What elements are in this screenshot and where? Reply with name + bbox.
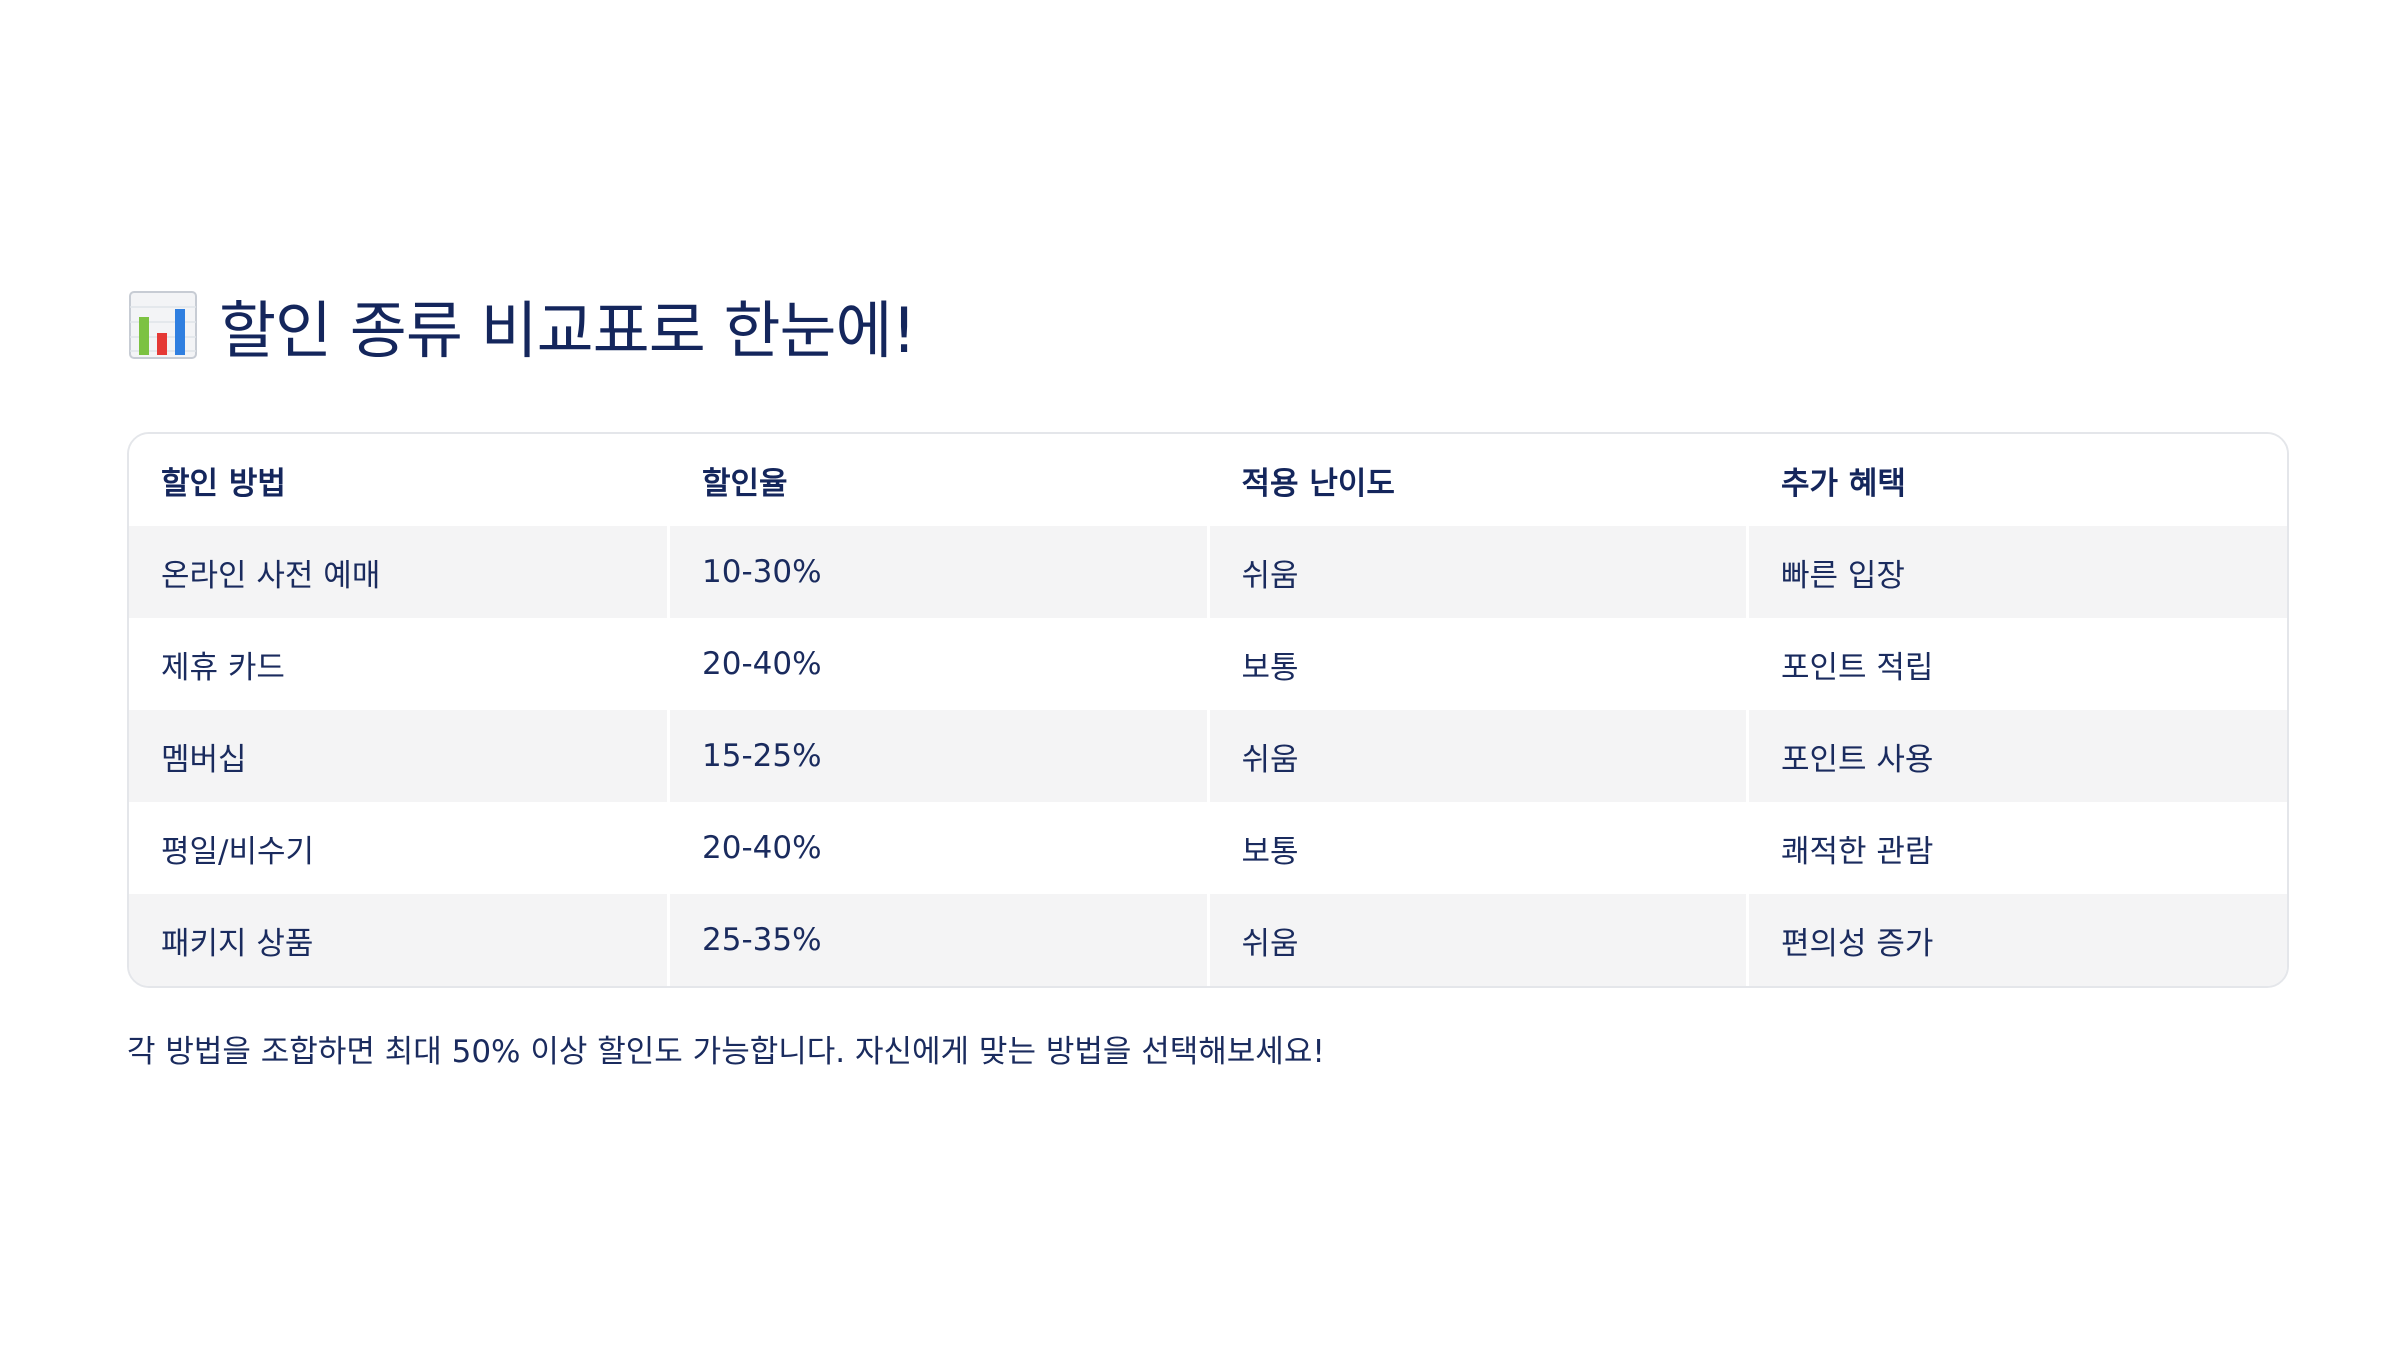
cell-difficulty: 보통: [1206, 802, 1748, 894]
table-row: 패키지 상품 25-35% 쉬움 편의성 증가: [129, 894, 2287, 986]
cell-benefit: 포인트 사용: [1746, 710, 2287, 802]
page-title: 할인 종류 비교표로 한눈에!: [127, 280, 2287, 370]
cell-rate: 15-25%: [667, 710, 1208, 802]
footnote: 각 방법을 조합하면 최대 50% 이상 할인도 가능합니다. 자신에게 맞는 …: [127, 1034, 1325, 1070]
cell-method: 평일/비수기: [129, 802, 669, 894]
table-row: 멤버십 15-25% 쉬움 포인트 사용: [129, 710, 2287, 802]
cell-benefit: 포인트 적립: [1746, 618, 2287, 710]
cell-method: 패키지 상품: [129, 894, 669, 986]
cell-difficulty: 보통: [1206, 618, 1748, 710]
cell-rate: 20-40%: [667, 618, 1208, 710]
table-row: 제휴 카드 20-40% 보통 포인트 적립: [129, 618, 2287, 710]
header-difficulty: 적용 난이도: [1206, 434, 1748, 526]
table-row: 평일/비수기 20-40% 보통 쾌적한 관람: [129, 802, 2287, 894]
cell-difficulty: 쉬움: [1206, 526, 1748, 618]
page-title-text: 할인 종류 비교표로 한눈에!: [219, 294, 916, 367]
header-benefit: 추가 혜택: [1746, 434, 2287, 526]
comparison-table: 할인 방법 할인율 적용 난이도 추가 혜택 온라인 사전 예매 10-30% …: [127, 432, 2289, 988]
slide: 할인 종류 비교표로 한눈에! 할인 방법 할인율 적용 난이도 추가 혜택 온…: [127, 280, 2289, 1071]
cell-rate: 25-35%: [667, 894, 1208, 986]
cell-rate: 20-40%: [667, 802, 1208, 894]
cell-difficulty: 쉬움: [1206, 894, 1748, 986]
header-rate: 할인율: [667, 434, 1208, 526]
bar-chart-icon: [129, 291, 197, 359]
cell-method: 온라인 사전 예매: [129, 526, 669, 618]
cell-rate: 10-30%: [667, 526, 1208, 618]
cell-benefit: 빠른 입장: [1746, 526, 2287, 618]
header-method: 할인 방법: [129, 434, 669, 526]
cell-benefit: 편의성 증가: [1746, 894, 2287, 986]
cell-method: 멤버십: [129, 710, 669, 802]
table-row: 온라인 사전 예매 10-30% 쉬움 빠른 입장: [129, 526, 2287, 618]
cell-benefit: 쾌적한 관람: [1746, 802, 2287, 894]
cell-method: 제휴 카드: [129, 618, 669, 710]
table-header-row: 할인 방법 할인율 적용 난이도 추가 혜택: [129, 434, 2287, 526]
cell-difficulty: 쉬움: [1206, 710, 1748, 802]
